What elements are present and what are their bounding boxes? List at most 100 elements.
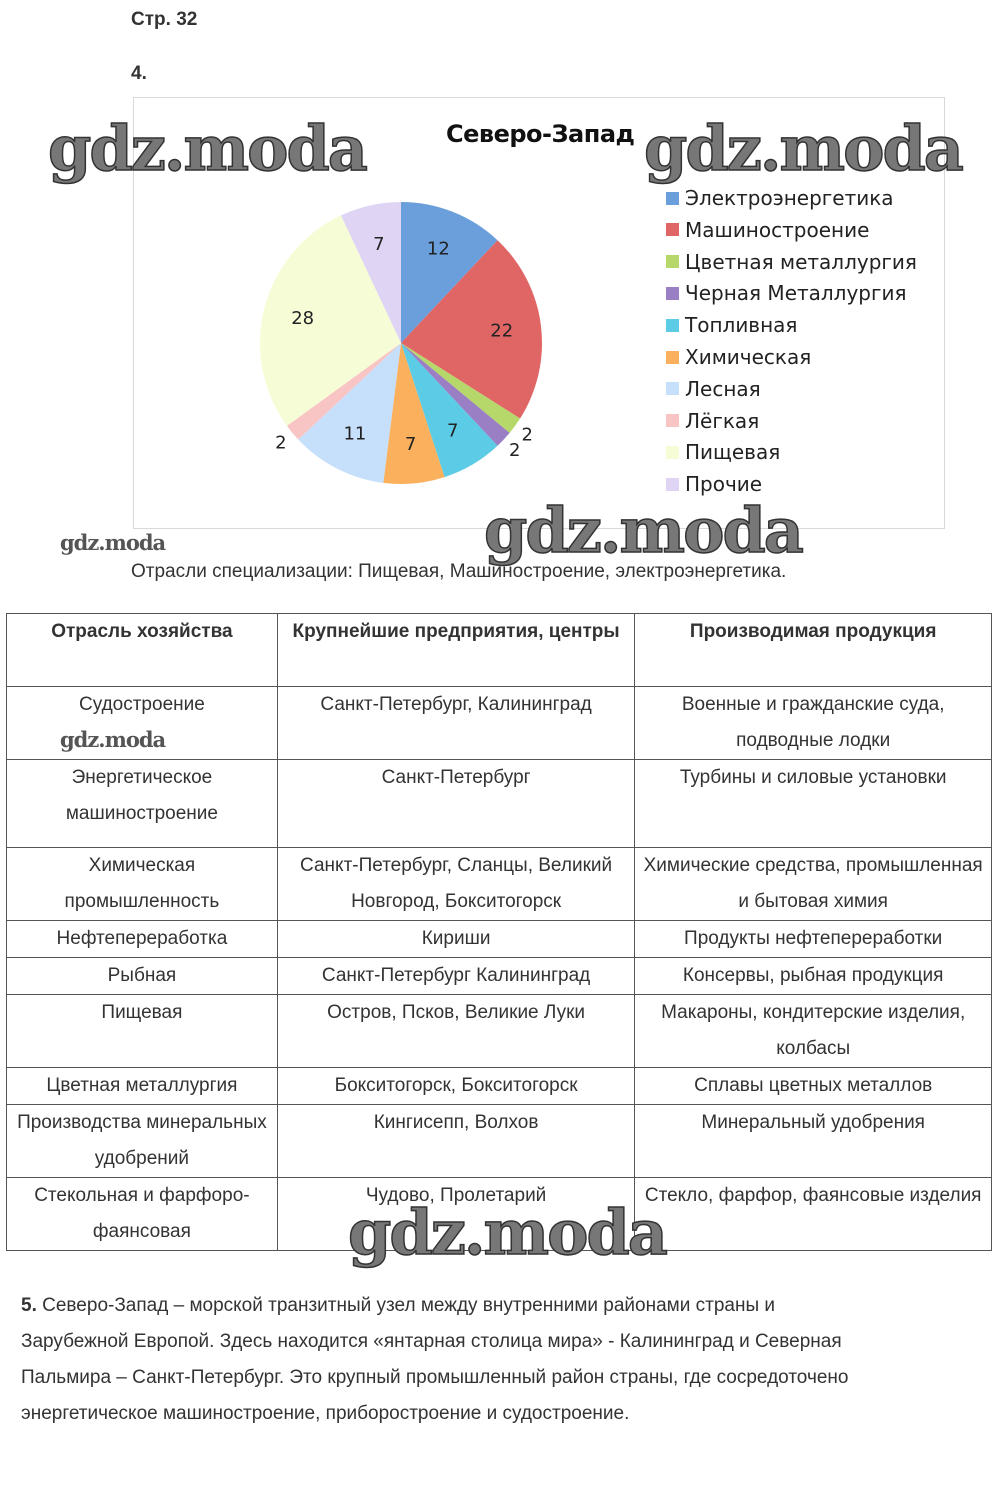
legend-swatch: [666, 477, 679, 491]
table-cell: Минеральный удобрения: [634, 1104, 992, 1178]
legend-item: Пищевая: [666, 440, 780, 464]
data-label: 22: [490, 320, 513, 341]
pie-slice: [401, 343, 521, 433]
legend-item: Лесная: [666, 377, 761, 401]
legend-swatch: [666, 382, 679, 396]
watermark: gdz.moda: [60, 727, 166, 752]
legend-label: Электроэнергетика: [685, 186, 894, 210]
legend-item: Химическая: [666, 345, 811, 369]
table-cell: Кингисепп, Волхов: [276, 1104, 636, 1178]
table-row: Пищевая Остров, Псков, Великие Луки Макаро…: [6, 994, 992, 1068]
pie-slice: [340, 202, 401, 343]
legend-label: Прочие: [685, 472, 763, 497]
table-row: Стекольная и фарфоро-фаянсовая Чудово, Пр…: [6, 1177, 992, 1251]
legend-item: Прочие: [666, 472, 762, 496]
data-label: 28: [291, 308, 314, 329]
legend-label: Лёгкая: [685, 408, 760, 433]
table-cell: Нефтепереработка: [6, 920, 278, 958]
pie-slice: [401, 202, 498, 343]
table-cell: Санкт-Петербург, Калининград: [276, 686, 636, 760]
legend-item: Лёгкая: [666, 409, 759, 433]
table-row: Рыбная Санкт-Петербург Калининград Консерв…: [6, 957, 992, 995]
task-4-label: 4.: [131, 63, 147, 84]
data-label: 2: [509, 440, 520, 461]
legend-swatch: [666, 191, 679, 205]
pie-slice: [401, 240, 542, 419]
table-cell: Консервы, рыбная продукция: [634, 957, 992, 995]
table-cell: Сплавы цветных металлов: [634, 1067, 992, 1105]
legend-label: Пищевая: [685, 440, 781, 465]
table-cell: Макароны, кондитерские изделия, колбасы: [634, 994, 992, 1068]
legend-item: Машиностроение: [666, 218, 869, 242]
legend-label: Черная Металлургия: [685, 281, 907, 306]
table-row: Энергетическое машиностроение Санкт-Петер…: [6, 759, 992, 848]
data-label: 7: [373, 234, 384, 255]
legend-label: Топливная: [685, 313, 798, 338]
legend-swatch: [666, 286, 679, 300]
task-5-text: Северо-Запад – морской транзитный узел м…: [21, 1295, 849, 1424]
table-cell: Продукты нефтепереработки: [634, 920, 992, 958]
pie-slice: [401, 343, 498, 478]
legend-item: Цветная металлургия: [666, 250, 917, 274]
legend-item: Черная Металлургия: [666, 281, 907, 305]
legend-swatch: [666, 255, 679, 269]
legend-label: Лесная: [685, 376, 761, 401]
task-5-label: 5.: [21, 1295, 37, 1316]
table-cell: Рыбная: [6, 957, 278, 995]
table-row: Производства минеральных удобрений Кингис…: [6, 1104, 992, 1178]
legend-swatch: [666, 223, 679, 237]
table-cell: Военные и гражданские суда, подводные ло…: [634, 686, 992, 760]
specialization-text: Отрасли специализации: Пищевая, Машиност…: [131, 561, 787, 582]
table-cell: Чудово, Пролетарий: [276, 1177, 636, 1251]
table-cell: Кириши: [276, 920, 636, 958]
table-cell: Санкт-Петербург: [276, 759, 636, 848]
legend-item: Электроэнергетика: [666, 186, 894, 210]
legend-label: Цветная металлургия: [685, 249, 917, 274]
data-label: 7: [447, 420, 458, 441]
pie-slice: [383, 343, 445, 484]
pie-slice: [401, 343, 510, 446]
page-label: Стр. 32: [131, 9, 198, 30]
chart-frame: [133, 97, 945, 529]
legend-swatch: [666, 318, 679, 332]
industry-table: Отрасль хозяйства Крупнейшие предприятия…: [6, 613, 992, 1251]
table-cell: Стекло, фарфор, фаянсовые изделия: [634, 1177, 992, 1251]
table-row: Цветная металлургия Бокситогорск, Боксито…: [6, 1067, 992, 1105]
legend-label: Химическая: [685, 345, 812, 369]
task-5-paragraph: 5. Северо-Запад – морской транзитный узе…: [21, 1288, 851, 1432]
watermark: gdz.moda: [60, 530, 166, 555]
data-label: 11: [343, 423, 366, 444]
table-cell: Остров, Псков, Великие Луки: [276, 994, 636, 1068]
column-header: Отрасль хозяйства: [6, 613, 278, 687]
table-cell: Судостроение: [6, 686, 278, 760]
table-row: Нефтепереработка Кириши Продукты нефтепере…: [6, 920, 992, 958]
table-cell: Химическая промышленность: [6, 847, 278, 921]
pie-slice: [260, 215, 401, 426]
data-label: 2: [275, 432, 286, 453]
pie-slice: [286, 343, 401, 440]
data-label: 12: [427, 239, 450, 260]
table-cell: Санкт-Петербург, Сланцы, Великий Новгоро…: [276, 847, 636, 921]
pie-slice: [298, 343, 401, 483]
data-label: 7: [405, 434, 416, 455]
table-cell: Цветная металлургия: [6, 1067, 278, 1105]
table-cell: Энергетическое машиностроение: [6, 759, 278, 848]
table-cell: Стекольная и фарфоро-фаянсовая: [6, 1177, 278, 1251]
column-header: Крупнейшие предприятия, центры: [276, 613, 636, 687]
legend-swatch: [666, 350, 679, 364]
table-cell: Бокситогорск, Бокситогорск: [276, 1067, 636, 1105]
table-cell: Производства минеральных удобрений: [6, 1104, 278, 1178]
legend-item: Топливная: [666, 313, 797, 337]
legend-swatch: [666, 414, 679, 428]
legend-swatch: [666, 445, 679, 459]
table-cell: Химические средства, промышленная и быто…: [634, 847, 992, 921]
column-header: Производимая продукция: [634, 613, 992, 687]
legend-label: Машиностроение: [685, 217, 870, 242]
table-row: Судостроение Санкт-Петербург, Калининград…: [6, 686, 992, 760]
chart-title: Северо-Запад: [446, 120, 635, 148]
table-cell: Турбины и силовые установки: [634, 759, 992, 848]
table-cell: Пищевая: [6, 994, 278, 1068]
table-cell: Санкт-Петербург Калининград: [276, 957, 636, 995]
table-row: Химическая промышленность Санкт-Петербург…: [6, 847, 992, 921]
